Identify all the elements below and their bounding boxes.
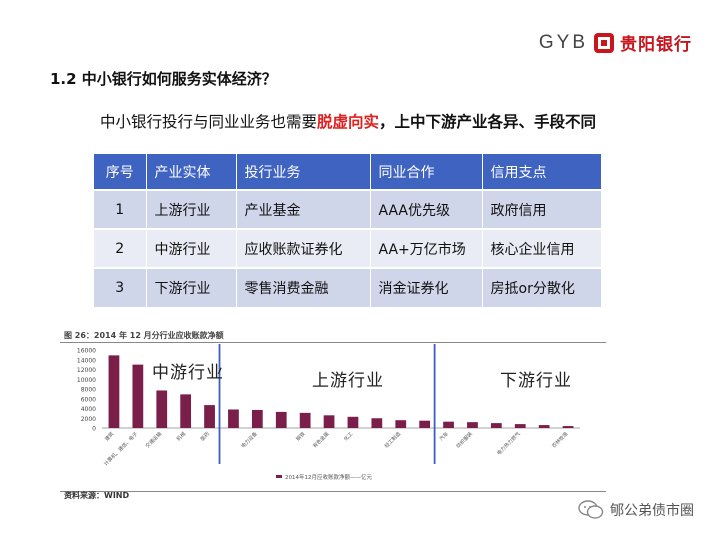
wechat-icon [578, 500, 604, 519]
logo-bank-name: 贵阳银行 [620, 35, 692, 55]
y-tick-label: 0 [92, 426, 96, 433]
chart-bar [347, 416, 359, 428]
y-tick-label: 16000 [77, 348, 96, 355]
table-cell: 上游行业 [146, 189, 237, 229]
table-cell: 应收账款证券化 [236, 228, 371, 268]
legend-swatch [276, 475, 282, 478]
x-tick-label: 建筑 [103, 430, 115, 442]
segment-label-upstream: 上游行业 [312, 371, 384, 391]
x-tick-label: 农林牧渔 [550, 430, 569, 449]
x-tick-label: 钢铁 [295, 430, 307, 442]
chart-bar [419, 420, 431, 428]
bank-logo-icon [594, 32, 614, 53]
subhead-part1: 中小银行投行与同业业务也需要 [100, 113, 318, 131]
table-row: 2 中游行业 应收账款证券化 AA+万亿市场 核心企业信用 [94, 228, 602, 268]
y-tick-label: 10000 [77, 377, 96, 384]
chart-bar [443, 421, 454, 428]
y-tick-label: 4000 [81, 406, 96, 413]
x-tick-label: 轻工制造 [383, 430, 402, 449]
table-row: 3 下游行业 零售消费金融 消金证券化 房抵or分散化 [94, 267, 602, 307]
x-tick-label: 电力设备 [240, 430, 259, 449]
table-header-cell: 投行业务 [236, 154, 371, 190]
logo: GYB 贵阳银行 [538, 30, 692, 56]
table-cell: AA+万亿市场 [370, 228, 483, 268]
table-header-row: 序号 产业实体 投行业务 同业合作 信用支点 [94, 154, 602, 190]
table-cell: 中游行业 [146, 228, 237, 268]
table-cell: 3 [94, 267, 147, 307]
segment-label-downstream: 下游行业 [500, 371, 572, 391]
y-tick-label: 8000 [81, 387, 96, 394]
chart-top-rule [60, 342, 606, 343]
table-cell: 政府信用 [482, 189, 602, 229]
x-tick-label: 医药 [199, 430, 211, 442]
table-cell: 下游行业 [146, 267, 237, 307]
table-cell: 1 [94, 189, 147, 229]
chart-bar [538, 425, 550, 428]
chart-bar [204, 405, 215, 428]
watermark: 郇公弟债市圈 [578, 500, 694, 520]
chart-bar [395, 420, 407, 428]
table-header-cell: 同业合作 [370, 154, 483, 190]
x-tick-label: 交通运输 [144, 430, 163, 449]
y-tick-label: 6000 [81, 396, 96, 403]
table-cell: 核心企业信用 [482, 228, 602, 268]
chart-bar [180, 394, 192, 428]
table-header-cell: 产业实体 [146, 154, 237, 190]
chart-source: 资料来源：WIND [64, 491, 130, 500]
chart-bar [514, 424, 526, 428]
segment-label-midstream: 中游行业 [152, 363, 224, 383]
x-tick-label: 汽车 [438, 430, 450, 442]
x-tick-label: 电力热力燃气 [495, 430, 521, 456]
chart-bar [323, 415, 335, 428]
chart-bar [228, 409, 239, 428]
table-cell: 消金证券化 [370, 267, 483, 307]
chart-bar [490, 423, 502, 428]
chart-bar [562, 426, 574, 428]
table-cell: 零售消费金融 [236, 267, 371, 307]
table-cell: 2 [94, 228, 147, 268]
chart-title: 图 26：2014 年 12 月分行业应收账款净额 [64, 331, 224, 340]
chart-bar [108, 355, 120, 428]
chart-bar [275, 411, 287, 428]
y-tick-label: 12000 [77, 367, 96, 374]
chart-bottom-rule [60, 491, 606, 492]
chart-bar [467, 422, 478, 428]
chart-bar [371, 418, 383, 428]
business-table: 序号 产业实体 投行业务 同业合作 信用支点 1 上游行业 产业基金 AAA优先… [94, 154, 602, 307]
page-title: 1.2 中小银行如何服务实体经济？ [50, 70, 277, 88]
legend-label: 2014年12月应收账款净额——亿元 [285, 473, 372, 481]
table-cell: 产业基金 [236, 189, 371, 229]
x-tick-label: 纺织服装 [455, 430, 474, 449]
x-tick-label: 化工 [342, 430, 354, 442]
chart-bar [156, 390, 168, 428]
receivables-chart: 图 26：2014 年 12 月分行业应收账款净额 16000 14000 1200… [60, 328, 606, 500]
table-cell: 房抵or分散化 [482, 267, 602, 307]
y-tick-label: 2000 [81, 416, 96, 423]
x-tick-label: 机械 [175, 430, 187, 442]
table-cell: AAA优先级 [370, 189, 483, 229]
subheading: 中小银行投行与同业业务也需要脱虚向实，上中下游产业各异、手段不同 [100, 110, 596, 132]
x-tick-label: 有色金属 [311, 430, 330, 449]
subhead-highlight: 脱虚向实 [317, 113, 380, 131]
chart-plot: 1600014000120001000080006000400020000建筑计… [77, 344, 580, 481]
subhead-part2: ，上中下游产业各异、手段不同 [379, 113, 597, 131]
chart-bar [132, 364, 144, 428]
watermark-text: 郇公弟债市圈 [610, 503, 694, 519]
table-row: 1 上游行业 产业基金 AAA优先级 政府信用 [94, 189, 602, 229]
y-tick-label: 14000 [77, 357, 96, 364]
table-header-cell: 序号 [94, 154, 147, 190]
chart-bar [299, 412, 311, 428]
logo-gyb-text: GYB [538, 31, 588, 53]
chart-bar [251, 409, 263, 428]
table-header-cell: 信用支点 [482, 154, 602, 190]
